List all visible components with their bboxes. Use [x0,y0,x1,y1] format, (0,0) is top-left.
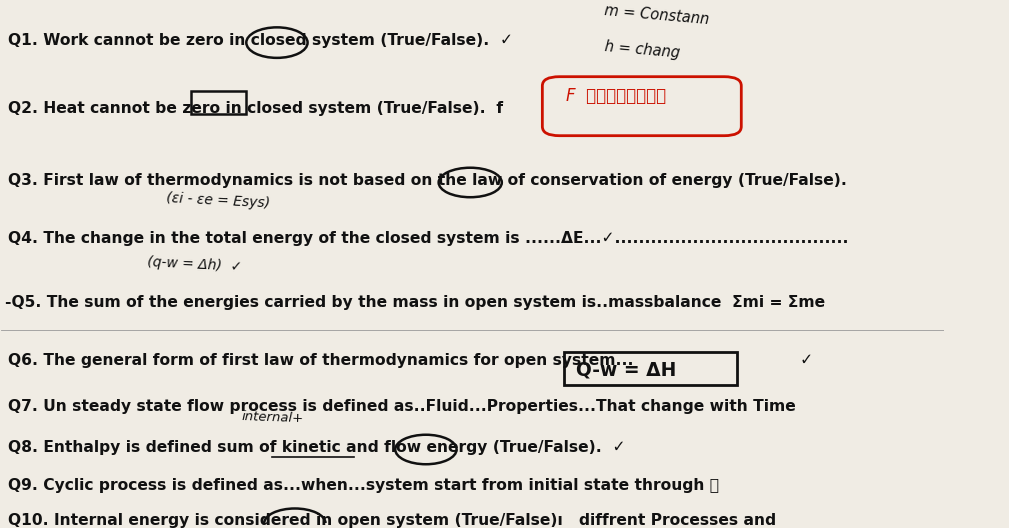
Text: Q8. Enthalpy is defined sum of kinetic and flow energy (True/False).  ✓: Q8. Enthalpy is defined sum of kinetic a… [8,440,626,455]
Text: m = Constann: m = Constann [604,3,710,27]
Text: Q7. Un steady state flow process is defined as..Fluid...Properties...That change: Q7. Un steady state flow process is defi… [8,399,796,414]
Text: F  المفروضن: F المفروضن [566,87,667,105]
Text: (q-w = Δh)  ✓: (q-w = Δh) ✓ [147,255,242,274]
Text: Q4. The change in the total energy of the closed system is ......ΔE...✓.........: Q4. The change in the total energy of th… [8,231,849,246]
Text: (εi - εe = Esys): (εi - εe = Esys) [165,191,270,211]
Text: h = chang: h = chang [604,39,681,60]
Text: Q9. Cyclic process is defined as...when...system start from initial state throug: Q9. Cyclic process is defined as...when.… [8,478,719,493]
Text: internal+: internal+ [241,410,304,426]
Text: Q2. Heat cannot be zero in closed system (True/False).  f: Q2. Heat cannot be zero in closed system… [8,101,503,116]
Text: Q6. The general form of first law of thermodynamics for open system...          : Q6. The general form of first law of the… [8,353,813,368]
Text: Q3. First law of thermodynamics is not based on the law of conservation of energ: Q3. First law of thermodynamics is not b… [8,173,848,187]
Text: Q-w = ΔH: Q-w = ΔH [576,360,676,379]
Text: Q1. Work cannot be zero in closed system (True/False).  ✓: Q1. Work cannot be zero in closed system… [8,33,514,48]
Text: Q10. Internal energy is considered in open system (True/False)ı   diffrent Proce: Q10. Internal energy is considered in op… [8,513,776,528]
Text: -Q5. The sum of the energies carried by the mass in open system is..massbalance : -Q5. The sum of the energies carried by … [5,295,825,309]
